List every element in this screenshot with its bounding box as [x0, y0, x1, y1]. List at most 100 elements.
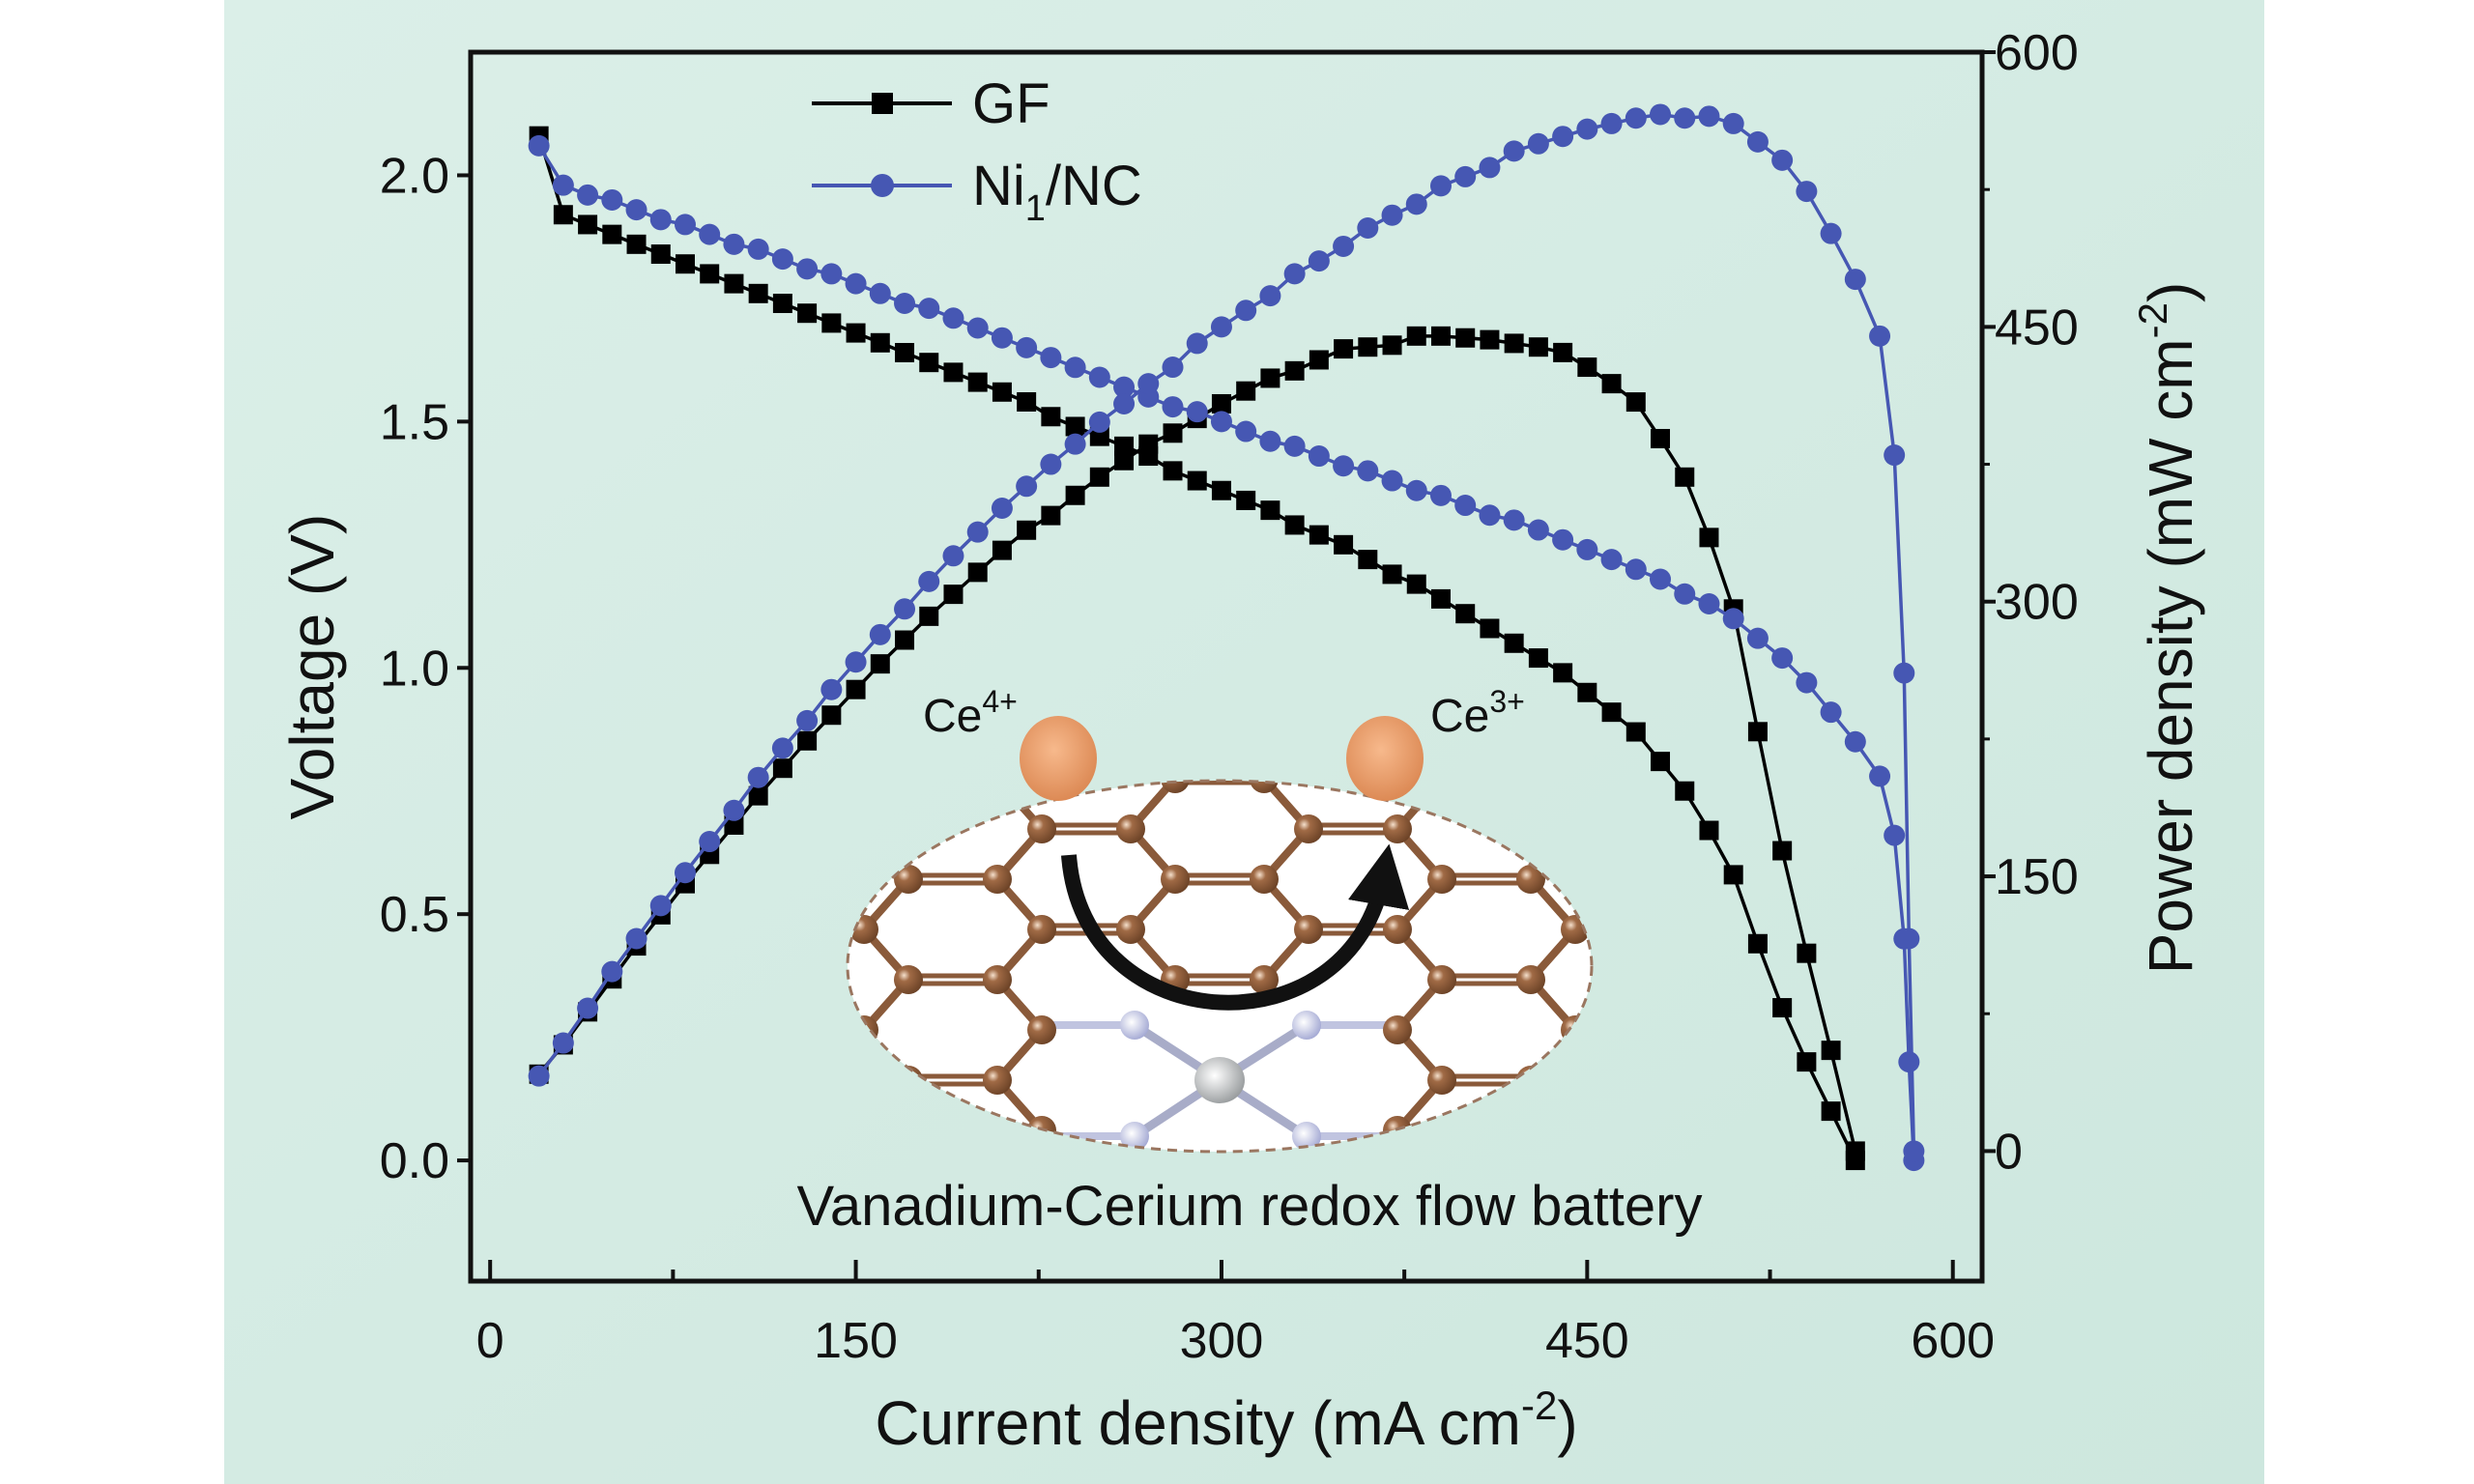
carbon-atom — [2450, 814, 2474, 843]
y-left-tick-label: 2.0 — [380, 148, 449, 204]
c-c-bond — [64, 929, 108, 980]
carbon-atom — [2361, 814, 2390, 843]
carbon-atom — [2361, 1116, 2390, 1145]
gf-power-point — [1017, 520, 1037, 540]
c-c-bond — [2331, 829, 2375, 879]
carbon-atom — [2450, 1317, 2474, 1346]
c-c-bond — [2464, 1080, 2474, 1130]
carbon-atom — [983, 865, 1012, 894]
gf-voltage-point — [1430, 588, 1451, 609]
ni1-nc-power-point — [1746, 130, 1769, 153]
gf-voltage-point — [1480, 618, 1500, 639]
x-tick-label: 450 — [1545, 1313, 1629, 1369]
ni1-nc-voltage-point — [1552, 528, 1574, 551]
carbon-atom — [983, 965, 1012, 994]
ni1-nc-voltage-point — [699, 223, 721, 245]
carbon-atom — [183, 1166, 212, 1195]
gf-power-point — [748, 785, 768, 806]
ni1-nc-power-point — [1381, 204, 1403, 226]
x-tick-label: 150 — [814, 1313, 898, 1369]
gf-voltage-point — [895, 342, 915, 362]
gf-power-point — [1406, 326, 1426, 346]
gf-power-point — [1821, 1041, 1841, 1061]
y-left-tick-label: 0.5 — [380, 887, 449, 943]
gf-voltage-point — [992, 382, 1012, 402]
ni1-nc-power-point — [1884, 444, 1906, 467]
gf-voltage-point — [1065, 416, 1085, 437]
ni1-nc-voltage-point — [1357, 460, 1379, 482]
ni1-nc-voltage-point — [1454, 495, 1477, 517]
gf-power-point — [1065, 485, 1085, 505]
y-right-tick-label: 600 — [1995, 25, 2079, 81]
ni1-nc-voltage-point — [577, 184, 599, 206]
ni1-nc-voltage-point — [1259, 430, 1281, 452]
ni1-nc-power-series — [528, 103, 1925, 1162]
y-axis-left-title: Voltage (V) — [277, 514, 347, 820]
c-c-bond — [2331, 1382, 2375, 1432]
c-c-bond — [2464, 1331, 2474, 1382]
carbon-atom — [1516, 965, 1545, 994]
carbon-atom — [2450, 1417, 2474, 1446]
gf-voltage-point — [821, 313, 842, 333]
gf-power-point — [1334, 339, 1354, 359]
ni1-nc-voltage-point — [845, 272, 867, 295]
ni1-nc-power-point — [577, 997, 599, 1019]
ni1-nc-voltage-point — [894, 293, 916, 315]
ni1-nc-voltage-point — [1796, 671, 1818, 694]
ni1-nc-power-point — [649, 895, 672, 917]
carbon-atom — [1116, 814, 1145, 843]
c-c-bond — [64, 728, 108, 779]
ni1-nc-power-point — [1820, 222, 1842, 244]
gf-power-point — [821, 705, 842, 726]
ni1-nc-power-point — [674, 862, 696, 884]
c-c-bond — [64, 779, 108, 829]
legend-label: Ni1/NC — [972, 155, 1142, 229]
gf-voltage-point — [602, 224, 622, 244]
carbon-atom — [183, 965, 212, 994]
gf-power-point — [1089, 467, 1109, 487]
y-axis-right-title: Power density (mW cm-2) — [2130, 282, 2205, 975]
gf-power-point — [1358, 337, 1378, 357]
ni1-nc-power-point — [942, 545, 964, 567]
gf-voltage-point — [1406, 574, 1426, 594]
carbon-atom — [1027, 915, 1056, 944]
ni1-nc-voltage-point — [747, 238, 769, 260]
carbon-atom — [183, 1367, 212, 1396]
ni1-nc-voltage-point — [796, 258, 819, 280]
ni1-nc-power-point — [1893, 662, 1915, 684]
y-left-tick-label: 1.5 — [380, 394, 449, 450]
gf-voltage-point — [943, 362, 964, 383]
ni1-nc-power-point — [1527, 132, 1549, 155]
carbon-atom — [2450, 714, 2474, 743]
ce3-ion — [1346, 716, 1424, 801]
ce3-label: Ce3+ — [1430, 684, 1525, 742]
carbon-atom — [2316, 1367, 2345, 1396]
gf-power-point — [1699, 528, 1719, 548]
c-c-bond — [2331, 779, 2375, 829]
ni1-nc-power-point — [1576, 118, 1598, 140]
carbon-atom — [94, 1066, 123, 1095]
ni1-nc-voltage-point — [1625, 558, 1647, 581]
c-c-bond — [64, 1080, 108, 1130]
ni1-nc-voltage-point — [723, 233, 745, 255]
ni1-nc-voltage-point — [1869, 765, 1891, 787]
ni1-nc-voltage-point — [1746, 627, 1769, 649]
ni1-nc-voltage-point — [1650, 568, 1672, 590]
c-c-bond — [2331, 1181, 2375, 1231]
gf-power-point — [1651, 428, 1671, 448]
gf-power-point — [1553, 342, 1573, 362]
ni1-nc-power-point — [1650, 103, 1672, 126]
carbon-atom — [1161, 865, 1190, 894]
c-c-bond — [2464, 678, 2474, 728]
gf-voltage-point — [1723, 865, 1743, 885]
gf-power-point — [1772, 841, 1793, 861]
gf-power-point — [943, 585, 964, 605]
gf-voltage-point — [1017, 391, 1037, 412]
ni1-nc-power-point — [1844, 269, 1866, 291]
carbon-atom — [1250, 965, 1279, 994]
gf-voltage-point — [748, 283, 768, 303]
carbon-atom — [94, 865, 123, 894]
c-c-bond — [2331, 980, 2375, 1030]
c-c-bond — [2331, 1080, 2375, 1130]
gf-power-point — [724, 814, 744, 835]
